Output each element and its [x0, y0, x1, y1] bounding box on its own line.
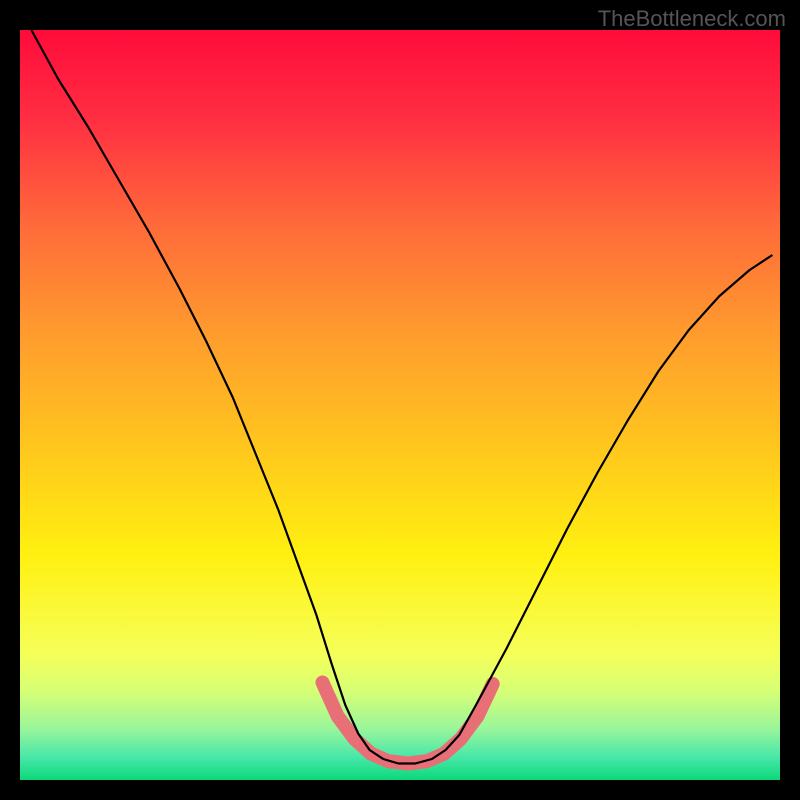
chart-stage: TheBottleneck.com — [0, 0, 800, 800]
curve-overlay — [20, 30, 780, 780]
watermark-text: TheBottleneck.com — [598, 6, 786, 32]
plot-area — [20, 30, 780, 780]
black-v-curve — [31, 30, 772, 764]
